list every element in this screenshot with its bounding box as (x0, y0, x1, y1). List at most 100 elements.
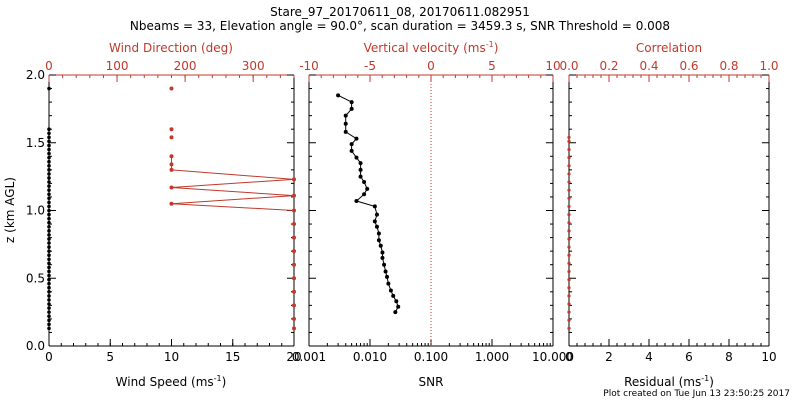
wind-speed-point (47, 188, 51, 192)
x-tick-label: 0.010 (353, 350, 387, 364)
y-tick-label: 1.0 (26, 204, 45, 218)
snr-point (382, 262, 387, 267)
snr-point (374, 224, 379, 229)
snr-point (349, 100, 354, 105)
correlation-point (567, 302, 571, 306)
snr-point (343, 121, 348, 126)
wind-speed-point (47, 229, 51, 233)
wind-direction-point (292, 316, 296, 321)
correlation-point (567, 318, 571, 322)
y-tick-label: 2.0 (26, 68, 45, 82)
wind-speed-point (47, 269, 51, 274)
wind-speed-point (47, 86, 51, 91)
wind-direction-segment (171, 186, 295, 197)
snr-label: SNR (419, 375, 444, 389)
correlation-point (567, 229, 571, 233)
correlation-point (567, 221, 571, 225)
snr-point (394, 299, 399, 304)
correlation-point (567, 204, 571, 209)
wind-speed-point (47, 257, 51, 262)
wind-direction-segment (171, 203, 295, 211)
wind-direction-point (169, 127, 174, 132)
wind-speed-point (47, 273, 51, 278)
correlation-point (567, 286, 571, 290)
wind-speed-point (47, 131, 51, 136)
wind-direction-point (169, 154, 174, 159)
x-tick-label: 2 (605, 350, 613, 364)
wind-speed-point (47, 294, 51, 298)
top-tick-label: 0.8 (719, 59, 738, 73)
wind-speed-point (47, 184, 51, 188)
correlation-point (567, 188, 571, 192)
correlation-point (567, 164, 571, 168)
snr-point (343, 129, 348, 134)
x-tick-label: 15 (225, 350, 240, 364)
wind-speed-point (47, 245, 51, 249)
panel-velocity-snr: Vertical velocity (ms-1) SNR 0.001 0.010 0… (292, 40, 574, 389)
wind-speed-point (47, 310, 51, 314)
panel-correlation: Correlation Residual (ms-1) 0 2 4 6 8 10 0.0 0.… (559, 41, 778, 389)
wind-speed-point (47, 241, 51, 245)
wind-speed-point (47, 306, 51, 310)
wind-speed-point (47, 143, 51, 148)
top-tick-label: 0.6 (679, 59, 698, 73)
snr-point (365, 186, 370, 191)
correlation-label: Correlation (636, 41, 702, 55)
top-tick-label: 0.4 (639, 59, 658, 73)
wind-speed-point (47, 151, 51, 156)
correlation-point (567, 278, 571, 282)
x-tick-label: 10 (761, 350, 776, 364)
x-tick-label: 0.001 (292, 350, 326, 364)
wind-speed-point (47, 200, 51, 205)
wind-speed-point (47, 180, 51, 184)
snr-point (372, 204, 377, 209)
correlation-point (567, 269, 571, 274)
wind-speed-point (47, 326, 51, 331)
x-tick-label: 5 (106, 350, 114, 364)
top-tick-label: -10 (299, 59, 319, 73)
wind-direction-point (292, 235, 296, 240)
wind-speed-point (47, 290, 51, 294)
wind-speed-point (47, 163, 51, 168)
snr-point (354, 199, 359, 204)
wind-speed-point (47, 208, 51, 213)
wind-speed-point (47, 172, 51, 176)
wind-direction-point (169, 167, 174, 172)
wind-direction-point (169, 185, 174, 190)
snr-point (385, 274, 390, 279)
wind-speed-point (47, 249, 51, 253)
top-tick-label: 0.2 (599, 59, 618, 73)
panel-wind: Wind Direction (deg) z (km AGL) Wind Spe… (3, 41, 302, 389)
top-tick-label: 10 (545, 59, 560, 73)
wind-speed-point (47, 139, 51, 144)
snr-point (374, 212, 379, 217)
wind-speed-point (47, 298, 51, 302)
wind-direction-point (292, 289, 296, 294)
top-tick-label: 0 (45, 59, 53, 73)
correlation-point (567, 261, 571, 265)
wind-direction-point (169, 201, 174, 206)
wind-speed-point (47, 314, 51, 318)
top-tick-label: -5 (364, 59, 376, 73)
wind-speed-point (47, 285, 51, 290)
x-tick-label: 0 (565, 350, 573, 364)
correlation-point (567, 156, 571, 160)
top-tick-label: 0.0 (559, 59, 578, 73)
wind-speed-point (47, 277, 51, 282)
wind-direction-point (292, 276, 296, 281)
wind-direction-point (169, 135, 174, 140)
wind-speed-point (47, 147, 51, 152)
correlation-point (567, 253, 571, 257)
wind-direction-point (292, 208, 296, 213)
snr-point (349, 148, 354, 153)
wind-speed-point (47, 196, 51, 201)
snr-point (362, 192, 367, 197)
wind-speed-point (47, 159, 51, 164)
wind-speed-point (47, 253, 51, 258)
snr-line (337, 94, 399, 313)
wind-speed-point (47, 261, 51, 266)
top-tick-label: 1.0 (759, 59, 778, 73)
snr-point (358, 167, 363, 172)
snr-point (343, 113, 348, 118)
y-axis-label: z (km AGL) (3, 177, 17, 243)
